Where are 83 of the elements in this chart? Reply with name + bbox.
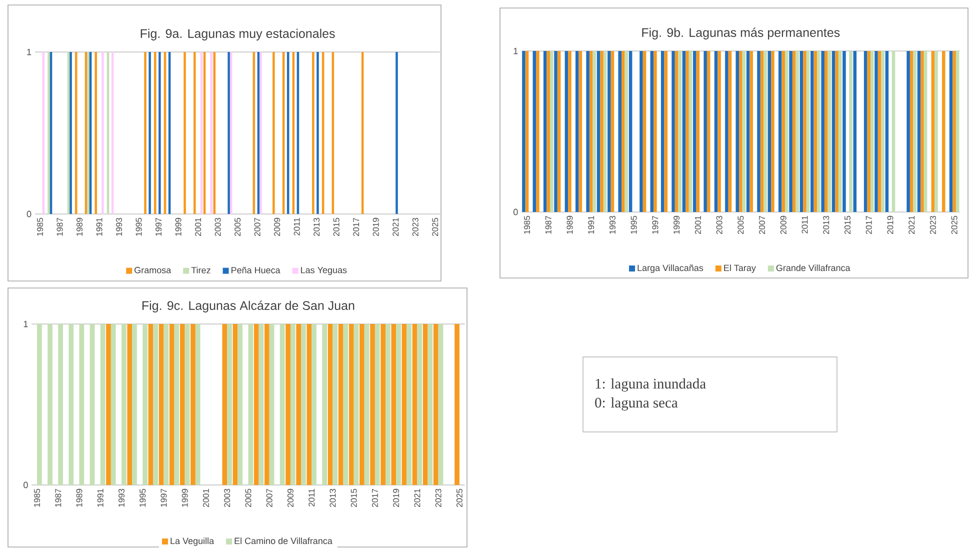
x-tick-label: 1991 <box>97 488 104 507</box>
x-tick-label: 1993 <box>609 216 616 234</box>
x-tick-label: 1987 <box>56 218 63 236</box>
chart-title: Fig. 9a. Lagunas muy estacionales <box>140 28 335 40</box>
x-tick-label: 2023 <box>930 216 936 234</box>
x-tick-label: 1991 <box>588 216 594 234</box>
x-tick-label: 2009 <box>780 216 786 234</box>
x-tick-label: 2009 <box>287 488 294 508</box>
text: 1: laguna inundada <box>596 378 706 392</box>
x-tick-label: 2021 <box>414 488 420 508</box>
x-tick-label: 1999 <box>674 216 680 234</box>
x-tick-label: 2021 <box>392 218 399 236</box>
x-tick-label: 2007 <box>254 218 260 236</box>
x-tick-label: 2015 <box>350 488 357 508</box>
x-tick-label: 2003 <box>716 216 722 234</box>
x-tick-label: 2001 <box>195 218 202 236</box>
x-tick-label: 2025 <box>432 218 438 236</box>
legend-label: Tirez <box>191 266 210 274</box>
legend-label: Grande Villafranca <box>776 264 850 272</box>
x-tick-label: 2015 <box>333 218 340 236</box>
x-tick-label: 2007 <box>266 488 272 508</box>
x-tick-label: 2009 <box>274 218 280 236</box>
x-tick-label: 2015 <box>844 216 850 234</box>
x-tick-label: 1991 <box>96 218 102 236</box>
x-tick-label: 1989 <box>566 216 573 234</box>
legend-label: Peña Hueca <box>232 266 280 274</box>
x-tick-label: 2013 <box>330 488 336 508</box>
x-tick-label: 2013 <box>823 216 830 234</box>
legend-label: El Taray <box>724 264 756 273</box>
x-tick-label: 2017 <box>372 488 378 508</box>
x-tick-label: 2007 <box>759 216 766 234</box>
x-tick-label: 2021 <box>908 216 915 234</box>
legend-label: Larga Villacañas <box>638 264 704 273</box>
x-tick-label: 2017 <box>353 218 360 236</box>
legend-label: Las Yeguas <box>301 266 347 276</box>
x-tick-label: 2003 <box>224 488 230 508</box>
x-tick-label: 2005 <box>738 216 744 234</box>
x-tick-label: 2025 <box>951 216 958 234</box>
x-tick-label: 2017 <box>866 216 872 234</box>
x-tick-label: 2001 <box>202 488 209 508</box>
x-tick-label: 1995 <box>630 216 637 234</box>
chart-title: Fig. 9b. Lagunas más permanentes <box>642 28 840 40</box>
x-tick-label: 2019 <box>372 218 379 236</box>
x-tick-label: 1997 <box>160 488 167 507</box>
x-tick-label: 1999 <box>182 488 188 507</box>
y-tick-label: 1 <box>514 48 518 54</box>
x-tick-label: 2011 <box>802 216 808 234</box>
x-tick-label: 1985 <box>524 216 530 234</box>
x-tick-label: 1985 <box>34 488 40 507</box>
x-tick-label: 1995 <box>140 488 146 507</box>
x-tick-label: 2023 <box>435 488 442 508</box>
x-tick-label: 1987 <box>55 488 62 507</box>
text: 0: laguna seca <box>595 397 678 411</box>
legend-label: Gramosa <box>134 266 172 274</box>
x-tick-label: 1989 <box>76 488 82 507</box>
legend-label: El Camino de Villafranca <box>234 537 332 544</box>
chart-title: Fig. 9c. Lagunas Alcázar de San Juan <box>142 300 354 312</box>
x-tick-label: 2019 <box>887 216 894 234</box>
x-tick-label: 2005 <box>234 218 241 236</box>
x-tick-label: 2019 <box>393 488 400 508</box>
x-tick-label: 1999 <box>175 218 182 236</box>
x-tick-label: 2023 <box>412 218 418 236</box>
x-tick-label: 2005 <box>245 488 252 508</box>
x-tick-label: 1985 <box>37 218 44 236</box>
x-tick-label: 2011 <box>308 488 315 506</box>
x-tick-label: 1993 <box>116 218 122 236</box>
x-tick-label: 1995 <box>136 218 142 236</box>
x-tick-label: 1989 <box>76 218 83 236</box>
x-tick-label: 2013 <box>314 218 320 236</box>
y-tick-label: 0 <box>513 208 518 216</box>
x-tick-label: 2025 <box>456 488 462 508</box>
x-tick-label: 1987 <box>545 216 552 234</box>
y-tick-label: 1 <box>24 320 28 328</box>
x-tick-label: 2011 <box>294 218 300 236</box>
x-tick-label: 2001 <box>694 216 701 234</box>
y-tick-label: 1 <box>27 48 32 56</box>
x-tick-label: 1993 <box>118 488 124 507</box>
y-tick-label: 0 <box>24 482 28 488</box>
x-tick-label: 2003 <box>214 218 221 236</box>
x-tick-label: 1997 <box>652 216 658 234</box>
y-tick-label: 0 <box>26 210 32 218</box>
legend-label: La Veguilla <box>170 537 214 546</box>
x-tick-label: 1997 <box>156 218 162 236</box>
